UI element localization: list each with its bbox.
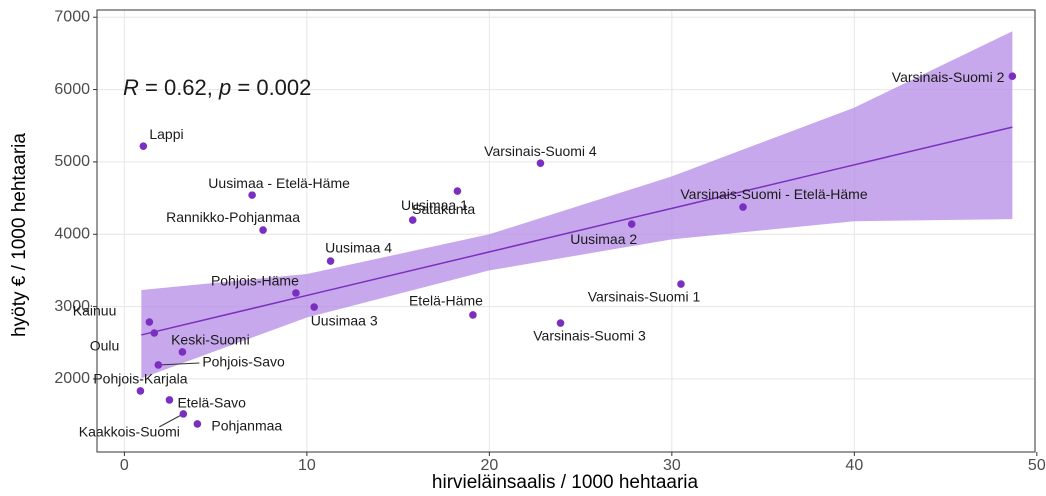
x-tick-label: 0 [120,457,129,474]
point-label: Uusimaa 1 [401,197,468,213]
point [145,318,154,326]
point [292,289,300,297]
point-label: Rannikko-Pohjanmaa [166,209,300,225]
point-label: Varsinais-Suomi 1 [588,289,701,305]
point-label: Pohjanmaa [211,418,282,434]
point-label: Etelä-Häme [409,293,483,309]
point [136,387,145,395]
point [248,191,256,199]
point-label: Keski-Suomi [171,332,250,348]
point-label: Uusimaa 2 [570,231,637,247]
point [739,203,747,211]
point-label: Oulu [90,338,120,354]
point [154,361,163,369]
point [536,159,545,167]
leader-line [159,413,184,428]
point [139,142,148,150]
y-tick-label: 6000 [54,81,90,98]
annotation-part: p [218,75,231,100]
point-label: Uusimaa 4 [325,240,392,256]
plot-border [96,9,1036,453]
leader-line [158,362,200,366]
point-label: Varsinais-Suomi 2 [892,69,1005,85]
point [627,220,636,228]
point [150,329,159,337]
point-label: Satakunta [412,201,475,217]
point [408,216,417,224]
point-label: Pohjois-Karjala [93,371,187,387]
x-tick-label: 30 [663,457,681,474]
y-tick-label: 4000 [54,225,90,242]
annotation-part: R [123,75,139,100]
point-label: Lappi [149,126,183,142]
point [326,257,335,265]
point-label: Pohjois-Häme [211,273,299,289]
point [178,348,187,356]
point-label: Kainuu [73,303,117,319]
point-label: Pohjois-Savo [202,354,285,370]
confidence-band [141,31,1013,379]
annotation: R = 0.62, p = 0.002 [123,75,311,100]
point [677,280,685,288]
point-label: Uusimaa - Etelä-Häme [208,175,350,191]
x-tick-label: 50 [1028,457,1046,474]
point [1008,72,1017,80]
point-label: Varsinais-Suomi 3 [533,328,646,344]
point-label: Kaakkois-Suomi [79,424,180,440]
point [453,187,462,195]
y-tick-label: 7000 [54,8,90,25]
point [193,420,202,428]
y-axis-label: hyöty € / 1000 hehtaaria [9,133,30,337]
point-label: Varsinais-Suomi - Etelä-Häme [680,186,867,202]
x-axis-label: hirvieläinsaalis / 1000 hehtaaria [432,472,699,493]
x-tick-label: 40 [845,457,863,474]
y-tick-label: 3000 [54,298,90,315]
y-tick-label: 2000 [54,370,90,387]
x-tick-label: 10 [298,457,316,474]
annotation-part: = 0.002 [231,75,311,100]
point [310,303,318,311]
regression-line [141,126,1013,336]
x-tick-label: 20 [480,457,498,474]
point [165,396,174,404]
y-tick-label: 5000 [54,153,90,170]
point [556,319,565,327]
point [179,410,188,418]
point-label: Etelä-Savo [177,395,246,411]
point [259,226,267,234]
annotation-part: = 0.62, [139,75,219,100]
point [469,311,477,319]
point-label: Uusimaa 3 [311,313,378,329]
point-label: Varsinais-Suomi 4 [484,143,597,159]
